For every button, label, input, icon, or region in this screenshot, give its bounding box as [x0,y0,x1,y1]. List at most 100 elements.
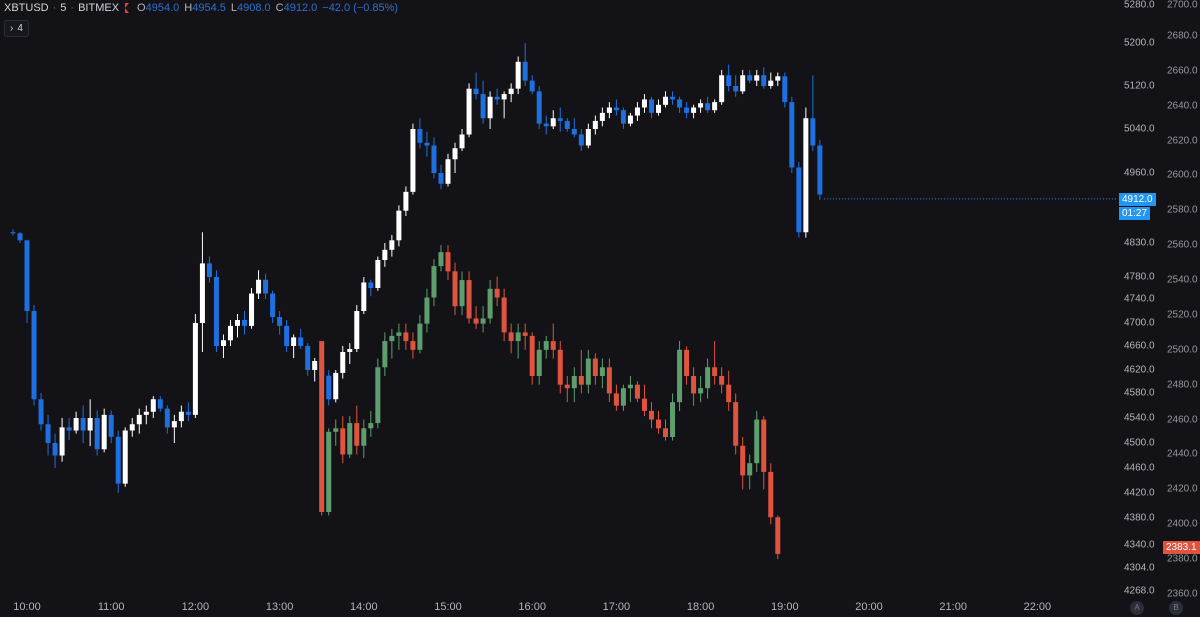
candle-body [501,94,507,100]
candle-body [641,99,647,108]
candle-body [613,107,619,111]
candle-body [508,332,514,342]
candle-body [585,358,591,385]
price-axis-right-label: 2540.0 [1167,274,1198,286]
candle-body [740,75,746,92]
candle-body [403,332,409,342]
candle-body [368,282,374,288]
price-axis-left-label: 4420.0 [1124,487,1155,499]
candle-body [206,263,212,277]
candle-body [396,332,402,336]
candle-body [515,61,521,89]
candle-body [340,428,346,455]
candle-body [564,384,570,389]
axis-button-b[interactable]: B [1169,601,1183,615]
interval-label: 5 [60,2,67,14]
candle-body [94,418,100,450]
price-axis-left-label: 4740.0 [1124,293,1155,305]
exchange-label: BITMEX [78,2,120,14]
candle-body [129,424,135,431]
candle-body [648,410,654,420]
price-axis-left-label: 4268.0 [1124,585,1155,597]
time-axis-label: 22:00 [1023,601,1052,613]
candle-body [592,120,598,129]
candle-body [494,288,500,298]
candle-body [634,384,640,399]
candle-body [333,372,339,400]
price-axis-right-label: 2600.0 [1167,169,1198,181]
candle-body [438,252,444,267]
candle-body [592,358,598,376]
time-axis-label: 12:00 [181,601,210,613]
candle-body [466,88,472,135]
time-axis-label: 11:00 [97,601,125,613]
price-axis-right-label: 2480.0 [1167,379,1198,391]
candle-body [557,349,563,385]
candle-body [305,346,311,370]
price-axis-left-label: 5200.0 [1124,37,1155,49]
price-axis-left-label: 4540.0 [1124,412,1155,424]
series-second-candles [319,245,781,560]
candle-body [670,402,676,438]
candle-body [726,384,732,403]
candle-body [663,428,669,438]
candle-body [452,271,458,307]
candle-body [599,367,605,376]
candle-body [361,282,367,311]
candle-body [438,173,444,184]
price-axis-left-label: 4580.0 [1124,387,1155,399]
candle-body [627,384,633,389]
candle-body [536,349,542,376]
candle-body [459,280,465,307]
candle-body [178,411,184,422]
price-axis-right-label: 2620.0 [1167,135,1198,147]
candle-body [382,341,388,368]
symbol-legend[interactable]: XBTUSD · 5 · BITMEX O 4954.0 H 4954.5 L 490… [4,1,403,15]
candle-body [733,402,739,446]
price-axis-left-label: 4700.0 [1124,317,1155,329]
candle-body [571,129,577,135]
price-axis-left-label: 5040.0 [1124,123,1155,135]
candle-body [571,375,577,389]
legend-separator: · [70,2,75,14]
time-axis-label: 20:00 [855,601,883,613]
candle-body [522,332,528,336]
low-label: L [230,2,237,14]
candle-body [417,129,423,143]
axis-button-a[interactable]: A [1130,601,1144,615]
price-axis-right-label: 2400.0 [1167,518,1198,530]
open-label: O [137,2,146,14]
candle-body [508,88,514,95]
candle-body [585,129,591,146]
candle-body [817,145,823,195]
time-axis-label: 18:00 [686,601,715,613]
change-value: −42.0 (−0.85%) [322,2,399,14]
candle-body [656,104,661,113]
candle-body [122,430,128,484]
price-axis-left-label: 4460.0 [1124,462,1155,474]
legend-toggle-button[interactable]: › 4 [4,20,29,37]
legend-count: 4 [17,23,23,34]
candle-body [220,340,226,346]
price-axis-left-label: 5280.0 [1124,0,1155,11]
candle-body [199,263,205,323]
candle-body [719,75,725,103]
price-axis-left-label: 4780.0 [1124,271,1155,283]
candle-body [347,349,353,352]
high-value: 4954.5 [192,2,226,14]
candle-body [684,107,690,113]
candle-body [627,115,633,124]
candle-body [705,367,711,389]
flag-icon [125,3,130,13]
candle-body [80,418,86,431]
candle-body [712,367,718,376]
candle-body [522,61,528,81]
candle-body [354,311,360,349]
candle-body [361,428,367,446]
price-axis-right-label: 2380.0 [1167,553,1198,565]
candle-body [185,411,191,415]
candle-body [136,414,142,425]
price-axis-left-label: 4830.0 [1124,237,1155,249]
candle-body [66,427,72,431]
